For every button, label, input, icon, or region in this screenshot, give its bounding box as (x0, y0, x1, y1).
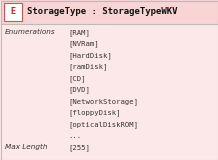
Bar (0, 0, 218, 24)
Text: [HardDisk]: [HardDisk] (68, 52, 112, 59)
Text: [ramDisk]: [ramDisk] (68, 64, 107, 70)
Text: StorageType : StorageTypeWKV: StorageType : StorageTypeWKV (27, 8, 177, 16)
Bar (4, 3, 22, 21)
Text: [RAM]: [RAM] (68, 29, 90, 36)
Text: [255]: [255] (68, 144, 90, 151)
Text: [floppyDisk]: [floppyDisk] (68, 109, 121, 116)
Text: [CD]: [CD] (68, 75, 85, 82)
Text: [DVD]: [DVD] (68, 87, 90, 93)
Text: E: E (10, 8, 15, 16)
Text: [opticalDiskROM]: [opticalDiskROM] (68, 121, 138, 128)
Text: [NVRam]: [NVRam] (68, 40, 99, 47)
Text: ...: ... (68, 132, 81, 139)
Text: Max Length: Max Length (5, 144, 48, 150)
Text: Enumerations: Enumerations (5, 29, 56, 35)
Text: [NetworkStorage]: [NetworkStorage] (68, 98, 138, 105)
